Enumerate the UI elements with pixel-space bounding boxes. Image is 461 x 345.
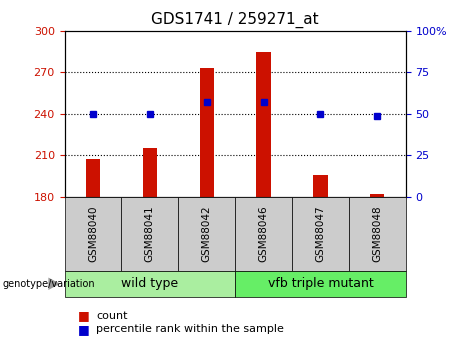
Bar	[143, 148, 157, 197]
Bar	[86, 159, 100, 197]
Text: count: count	[96, 311, 127, 321]
Text: GSM88042: GSM88042	[201, 205, 212, 262]
Text: GSM88041: GSM88041	[145, 205, 155, 262]
Text: GSM88047: GSM88047	[315, 205, 325, 262]
Bar	[313, 175, 327, 197]
Text: percentile rank within the sample: percentile rank within the sample	[96, 325, 284, 334]
Text: genotype/variation: genotype/variation	[2, 279, 95, 289]
Title: GDS1741 / 259271_at: GDS1741 / 259271_at	[151, 12, 319, 28]
Text: ■: ■	[78, 309, 90, 322]
Bar	[200, 68, 214, 197]
Text: GSM88048: GSM88048	[372, 205, 382, 262]
Text: ■: ■	[78, 323, 90, 336]
Text: GSM88040: GSM88040	[88, 206, 98, 262]
Text: vfb triple mutant: vfb triple mutant	[267, 277, 373, 290]
Bar	[256, 52, 271, 197]
Text: wild type: wild type	[121, 277, 178, 290]
Bar	[370, 194, 384, 197]
Text: GSM88046: GSM88046	[259, 205, 269, 262]
